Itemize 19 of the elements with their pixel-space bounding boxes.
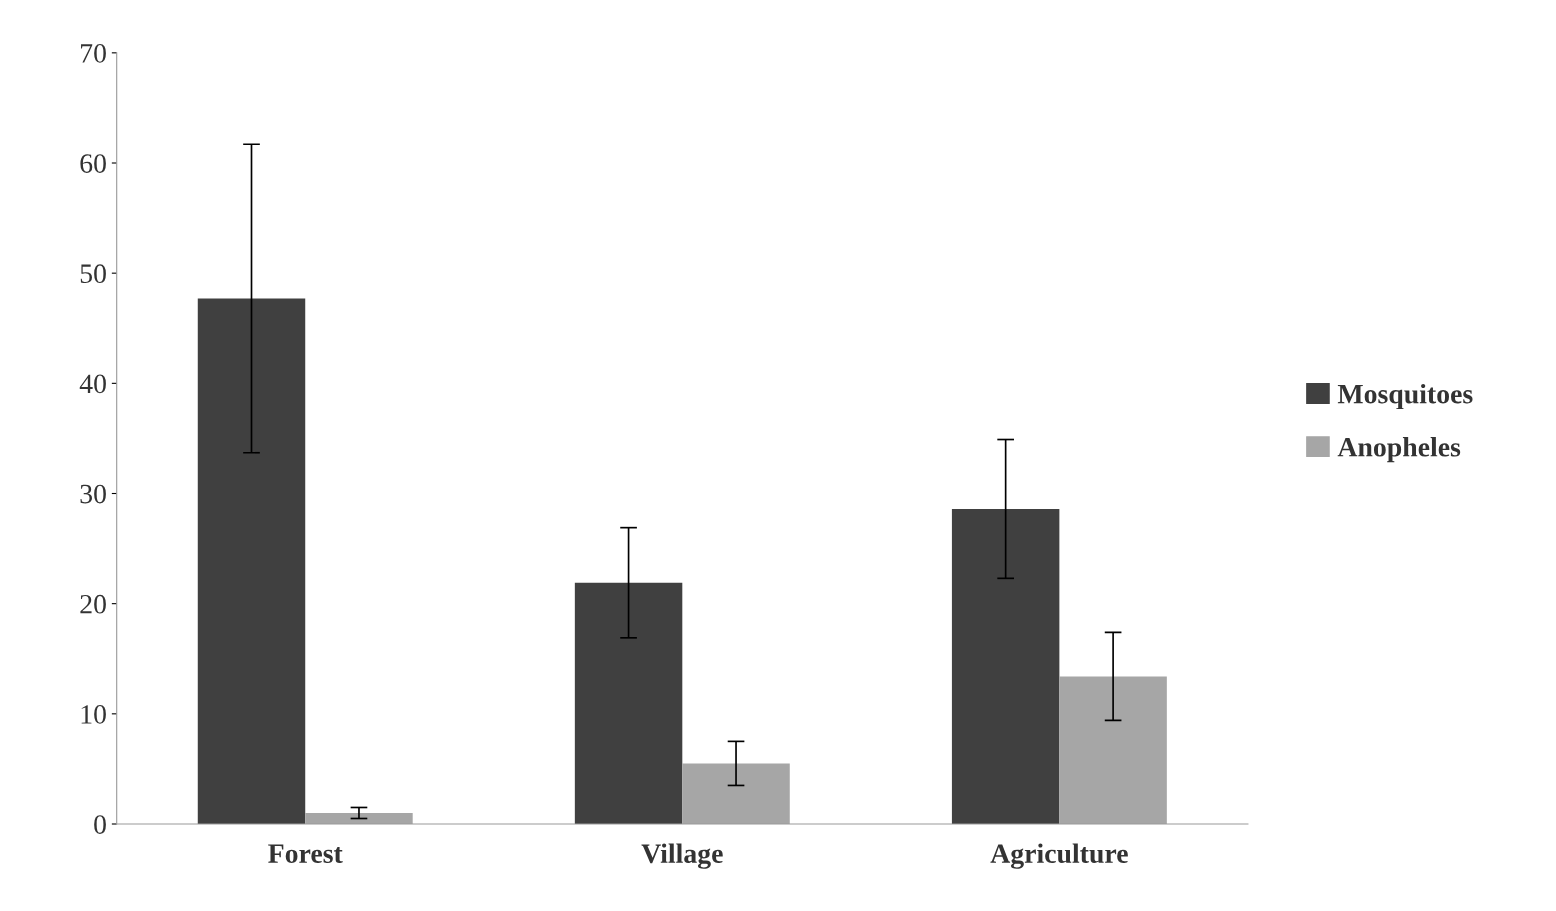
y-tick-label: 50	[80, 264, 106, 284]
x-tick-label: Village	[641, 843, 723, 869]
y-tick-label: 40	[79, 374, 106, 394]
legend-label: Anopheles	[1337, 437, 1461, 463]
x-tick-label: Forest	[268, 844, 343, 863]
bar	[1059, 676, 1167, 824]
y-tick-label: 20	[80, 594, 106, 614]
bar	[951, 508, 1060, 824]
bar	[197, 298, 306, 824]
bar	[305, 812, 413, 824]
legend-label: Mosquitoes	[1337, 383, 1473, 410]
y-tick-label: 10	[81, 705, 106, 724]
x-tick-label: Agriculture	[990, 843, 1128, 869]
bar	[682, 763, 790, 824]
bar	[574, 582, 683, 824]
y-tick-label: 0	[94, 815, 106, 834]
y-tick-label: 60	[80, 154, 106, 173]
y-tick-label: 70	[81, 44, 106, 63]
y-tick-label: 30	[80, 484, 106, 504]
